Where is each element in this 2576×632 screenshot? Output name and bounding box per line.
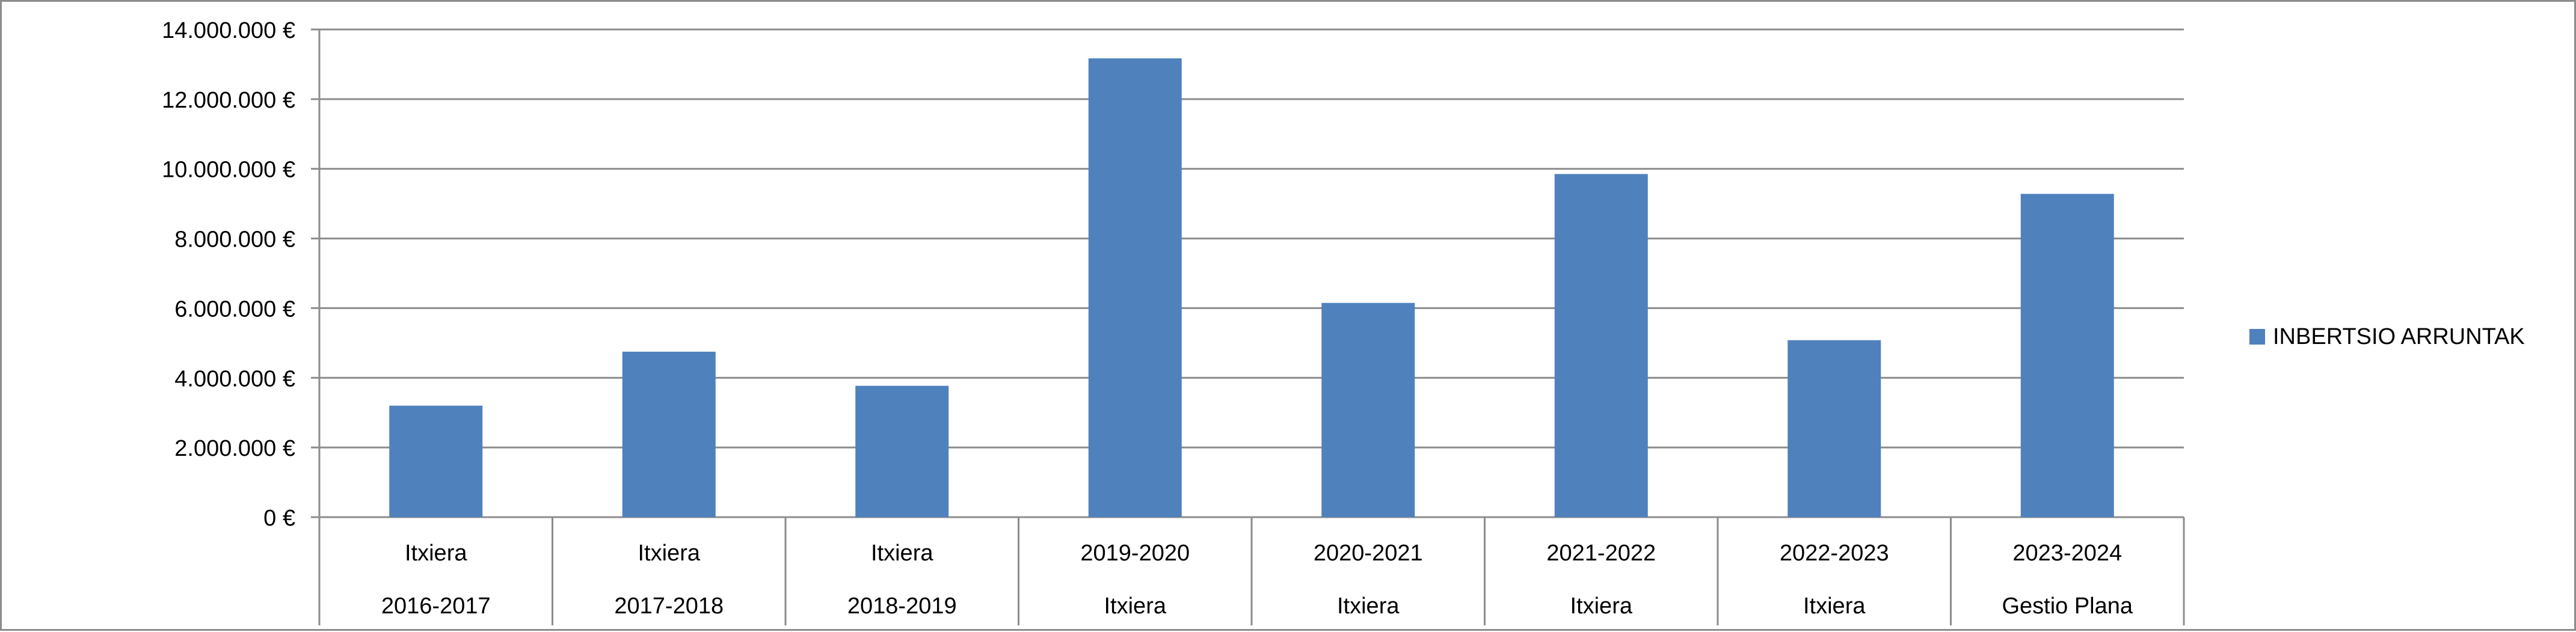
bar bbox=[2020, 194, 2114, 517]
x-tick-label: Itxiera bbox=[871, 541, 933, 566]
bars bbox=[389, 58, 2114, 518]
bar bbox=[1088, 58, 1182, 518]
bar bbox=[1788, 340, 1881, 517]
x-tick-label: Itxiera bbox=[1104, 594, 1167, 619]
axes bbox=[318, 29, 2185, 625]
legend-swatch bbox=[2249, 329, 2265, 345]
legend-label: INBERTSIO ARRUNTAK bbox=[2273, 324, 2525, 349]
y-tick-label: 14.000.000 € bbox=[162, 18, 295, 43]
bar bbox=[622, 351, 716, 517]
y-tick-labels: 0 € 2.000.000 € 4.000.000 € 6.000.000 € 8.00… bbox=[162, 18, 295, 531]
bar bbox=[1321, 302, 1415, 517]
x-tick-label: 2022-2023 bbox=[1780, 541, 1889, 566]
x-tick-labels: Itxiera 2016-2017 Itxiera 2017-2018 Itxiera 2… bbox=[381, 541, 2133, 619]
legend: INBERTSIO ARRUNTAK bbox=[2249, 324, 2525, 349]
bar bbox=[855, 385, 949, 517]
x-tick-label: Gestio Plana bbox=[2002, 594, 2133, 619]
y-tick-label: 6.000.000 € bbox=[174, 296, 295, 322]
y-tick-label: 2.000.000 € bbox=[174, 436, 295, 461]
x-tick-label: 2021-2022 bbox=[1546, 541, 1656, 566]
x-tick-label: 2018-2019 bbox=[847, 594, 957, 619]
x-tick-label: 2016-2017 bbox=[381, 594, 491, 619]
x-tick-label: 2019-2020 bbox=[1080, 541, 1190, 566]
bar bbox=[1554, 174, 1648, 517]
y-tick-label: 8.000.000 € bbox=[174, 227, 295, 253]
y-tick-label: 0 € bbox=[263, 506, 295, 531]
bar bbox=[389, 405, 483, 517]
x-tick-label: Itxiera bbox=[1803, 594, 1866, 619]
gridlines bbox=[311, 28, 2184, 518]
x-tick-label: Itxiera bbox=[1337, 594, 1400, 619]
y-tick-label: 12.000.000 € bbox=[162, 88, 295, 113]
x-tick-label: Itxiera bbox=[638, 541, 701, 566]
x-tick-label: Itxiera bbox=[1570, 594, 1633, 619]
x-tick-label: 2020-2021 bbox=[1314, 541, 1423, 566]
x-tick-label: Itxiera bbox=[405, 541, 467, 566]
x-tick-label: 2023-2024 bbox=[2012, 541, 2122, 566]
y-tick-label: 10.000.000 € bbox=[162, 158, 295, 183]
y-tick-label: 4.000.000 € bbox=[174, 366, 295, 391]
x-tick-label: 2017-2018 bbox=[614, 594, 724, 619]
